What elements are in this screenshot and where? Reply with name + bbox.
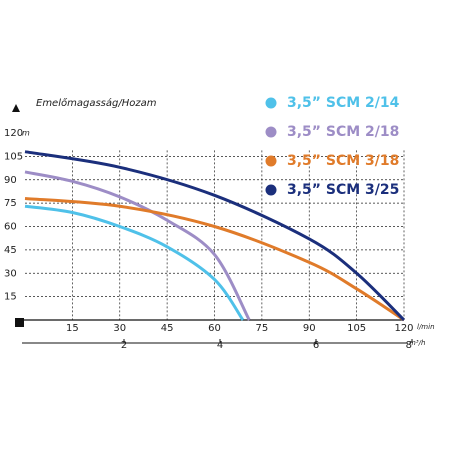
y-tick-label: 15 — [4, 292, 17, 303]
legend-label: 3,5” SCM 3/18 — [287, 153, 399, 169]
x-tick-label: 30 — [113, 323, 126, 334]
curve — [24, 204, 245, 321]
y-tick-label: 30 — [4, 268, 17, 279]
legend-dot — [265, 155, 277, 167]
y-tick-label: 120 — [4, 128, 23, 139]
curve — [24, 170, 251, 321]
x2-tick-label: 4 — [217, 340, 223, 351]
origin-square — [15, 318, 24, 327]
x-unit: l/min — [417, 323, 435, 331]
x-tick-label: 15 — [66, 323, 79, 334]
y-arrow — [12, 104, 20, 112]
chart-title: Emelőmagasság/Hozam — [36, 97, 157, 109]
x-tick-label: 60 — [208, 323, 221, 334]
x2-tick-label: 2 — [121, 340, 127, 351]
x-tick-label: 120 — [394, 323, 413, 334]
x2-tick-label: 6 — [313, 340, 319, 351]
y-tick-label: 60 — [4, 222, 17, 233]
legend-label: 3,5” SCM 3/25 — [287, 182, 399, 198]
y-unit: m — [22, 129, 30, 138]
y-tick-label: 75 — [4, 198, 17, 209]
x2-unit: m³/h — [409, 339, 425, 347]
y-tick-label: 105 — [4, 151, 23, 162]
legend-dot — [265, 184, 277, 196]
y-tick-label: 45 — [4, 245, 17, 256]
x-tick-label: 75 — [256, 323, 269, 334]
x-tick-label: 105 — [347, 323, 366, 334]
x-tick-label: 45 — [161, 323, 174, 334]
legend-dot — [265, 97, 277, 109]
legend-dot — [265, 126, 277, 138]
legend-label: 3,5” SCM 2/14 — [287, 95, 400, 111]
curve — [24, 150, 406, 322]
x-tick-label: 90 — [303, 323, 316, 334]
x2-tick-label: 8 — [406, 340, 412, 351]
legend-label: 3,5” SCM 2/18 — [287, 124, 399, 140]
curve — [24, 196, 405, 322]
y-tick-label: 90 — [4, 175, 17, 186]
